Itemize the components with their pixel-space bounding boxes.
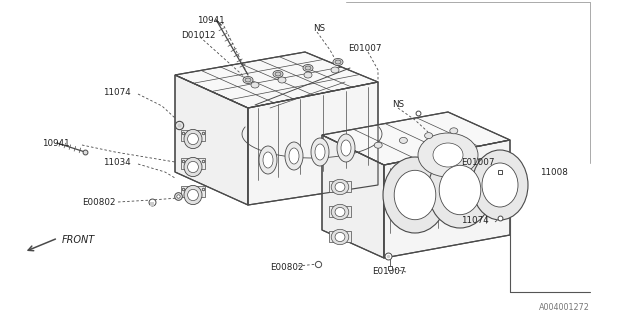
Text: FRONT: FRONT bbox=[62, 235, 95, 245]
Text: D01012: D01012 bbox=[181, 30, 216, 39]
Polygon shape bbox=[384, 140, 510, 258]
Polygon shape bbox=[175, 52, 378, 108]
Ellipse shape bbox=[428, 152, 492, 228]
Ellipse shape bbox=[482, 163, 518, 207]
Ellipse shape bbox=[263, 152, 273, 168]
Ellipse shape bbox=[424, 132, 433, 139]
Text: 11074: 11074 bbox=[461, 215, 489, 225]
Text: E00802: E00802 bbox=[82, 197, 115, 206]
Text: 10941: 10941 bbox=[197, 15, 225, 25]
Ellipse shape bbox=[188, 133, 198, 145]
Ellipse shape bbox=[394, 170, 436, 220]
Ellipse shape bbox=[273, 70, 283, 77]
Polygon shape bbox=[181, 130, 205, 141]
Ellipse shape bbox=[251, 82, 259, 88]
Ellipse shape bbox=[341, 140, 351, 156]
Ellipse shape bbox=[332, 204, 349, 220]
Ellipse shape bbox=[184, 157, 202, 177]
Ellipse shape bbox=[374, 142, 382, 148]
Polygon shape bbox=[248, 82, 378, 205]
Ellipse shape bbox=[335, 182, 345, 192]
Ellipse shape bbox=[418, 133, 478, 177]
Text: E01007: E01007 bbox=[348, 44, 381, 52]
Ellipse shape bbox=[472, 150, 528, 220]
Ellipse shape bbox=[289, 148, 299, 164]
Text: 11008: 11008 bbox=[540, 167, 568, 177]
Polygon shape bbox=[175, 75, 248, 205]
Polygon shape bbox=[181, 186, 205, 197]
Text: E01007: E01007 bbox=[461, 157, 495, 166]
Polygon shape bbox=[329, 181, 351, 192]
Text: NS: NS bbox=[313, 23, 325, 33]
Ellipse shape bbox=[304, 72, 312, 78]
Ellipse shape bbox=[335, 232, 345, 242]
Ellipse shape bbox=[450, 128, 458, 134]
Ellipse shape bbox=[188, 161, 198, 172]
Polygon shape bbox=[322, 135, 384, 258]
Ellipse shape bbox=[243, 76, 253, 84]
Ellipse shape bbox=[315, 144, 325, 160]
Text: 10941: 10941 bbox=[42, 139, 70, 148]
Text: E01007: E01007 bbox=[372, 268, 406, 276]
Ellipse shape bbox=[433, 143, 463, 167]
Ellipse shape bbox=[311, 138, 329, 166]
Ellipse shape bbox=[285, 142, 303, 170]
Ellipse shape bbox=[188, 189, 198, 201]
Ellipse shape bbox=[275, 72, 281, 76]
Ellipse shape bbox=[399, 137, 408, 143]
Text: 11074: 11074 bbox=[103, 87, 131, 97]
Text: NS: NS bbox=[392, 100, 404, 108]
Ellipse shape bbox=[337, 134, 355, 162]
Polygon shape bbox=[322, 112, 510, 165]
Ellipse shape bbox=[335, 60, 341, 64]
Ellipse shape bbox=[332, 229, 349, 245]
Polygon shape bbox=[181, 158, 205, 169]
Ellipse shape bbox=[439, 165, 481, 215]
Ellipse shape bbox=[335, 207, 345, 217]
Ellipse shape bbox=[305, 66, 311, 70]
Polygon shape bbox=[329, 206, 351, 217]
Ellipse shape bbox=[259, 146, 277, 174]
Ellipse shape bbox=[245, 78, 251, 82]
Text: A004001272: A004001272 bbox=[539, 303, 590, 313]
Ellipse shape bbox=[332, 179, 349, 195]
Polygon shape bbox=[329, 231, 351, 242]
Ellipse shape bbox=[303, 65, 313, 71]
Ellipse shape bbox=[333, 59, 343, 66]
Ellipse shape bbox=[331, 67, 339, 73]
Ellipse shape bbox=[184, 185, 202, 204]
Ellipse shape bbox=[278, 77, 286, 83]
Ellipse shape bbox=[184, 129, 202, 148]
Text: 11034: 11034 bbox=[103, 157, 131, 166]
Ellipse shape bbox=[383, 157, 447, 233]
Text: E00802: E00802 bbox=[270, 263, 303, 273]
